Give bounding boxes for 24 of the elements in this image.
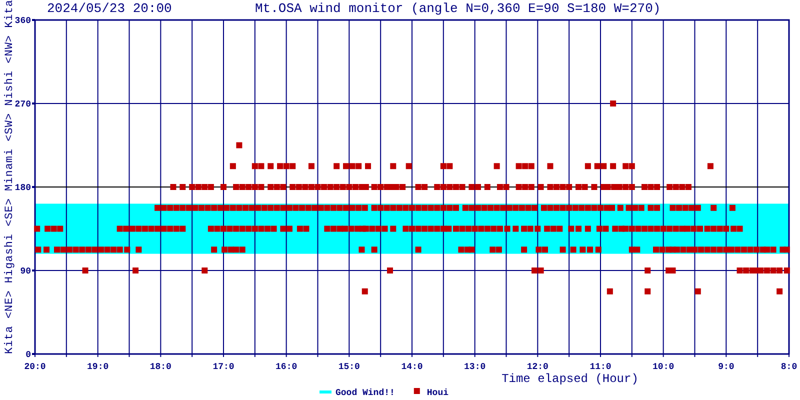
x-tick-label: 15:0: [338, 362, 360, 372]
chart-title: Mt.OSA wind monitor (angle N=0,360 E=90 S=180 W=270): [255, 1, 661, 16]
chart-subtitle: 2024/05/23 20:00: [47, 1, 172, 16]
legend-label: Houi: [426, 388, 450, 398]
y-tick-label: 360: [14, 16, 31, 26]
y-tick-label: 270: [14, 100, 31, 110]
x-tick-label: 16:0: [276, 362, 298, 372]
x-tick-label: 13:0: [464, 362, 486, 372]
x-tick-label: 17:0: [212, 362, 234, 372]
y-tick-label: 90: [20, 266, 31, 277]
x-axis-title: Time elapsed (Hour): [502, 372, 638, 386]
x-tick-label: 20:0: [24, 362, 46, 372]
legend-label: Good Wind!!: [336, 388, 395, 398]
x-tick-label: 8:0: [780, 362, 798, 372]
x-tick-label: 14:0: [401, 362, 423, 372]
x-tick-label: 12:0: [526, 362, 548, 372]
x-tick-label: 11:0: [590, 362, 612, 372]
y-tick-label: 0: [26, 350, 31, 360]
y-axis-title: Kita <NE> Higashi <SE> Minami <SW> Nishi <NW> Kita: [4, 0, 16, 354]
x-tick-label: 10:0: [652, 362, 674, 372]
x-tick-label: 18:0: [150, 362, 172, 372]
y-tick-label: 180: [14, 183, 31, 194]
x-tick-label: 9:0: [718, 362, 734, 372]
x-tick-label: 19:0: [87, 362, 109, 372]
